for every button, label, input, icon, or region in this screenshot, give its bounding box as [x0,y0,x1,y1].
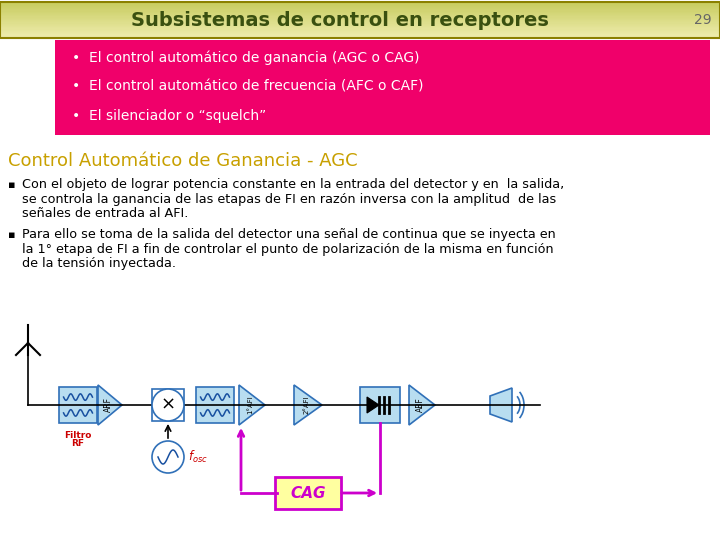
Bar [0,33,720,35]
Bar [0,15,720,17]
Bar [0,26,720,28]
Bar [0,24,720,25]
Bar [0,37,720,38]
Bar [0,32,720,33]
Text: CAG: CAG [290,485,325,501]
Bar [0,22,720,24]
Bar [0,10,720,12]
Bar [0,35,720,36]
Text: 29: 29 [694,13,712,27]
Text: ARF: ARF [104,397,113,413]
Bar [0,18,720,19]
Text: RF: RF [71,439,84,448]
Polygon shape [239,385,265,425]
Text: Para ello se toma de la salida del detector una señal de continua que se inyecta: Para ello se toma de la salida del detec… [22,228,556,241]
Bar [0,2,720,38]
Bar [0,11,720,14]
Text: Con el objeto de lograr potencia constante en la entrada del detector y en  la s: Con el objeto de lograr potencia constan… [22,178,564,191]
Bar [0,27,720,29]
Text: 1°AFI: 1°AFI [248,396,253,414]
Text: ABF: ABF [416,397,426,413]
Bar [360,387,400,423]
Text: ▪: ▪ [8,230,16,240]
Bar [0,31,720,32]
Bar [0,19,720,21]
Polygon shape [367,397,379,413]
Bar [0,25,720,26]
Bar [0,21,720,23]
Text: la 1° etapa de FI a fin de controlar el punto de polarización de la misma en fun: la 1° etapa de FI a fin de controlar el … [22,242,554,255]
Bar [152,389,184,421]
Bar [0,13,720,15]
Bar [0,9,720,11]
Text: •  El control automático de frecuencia (AFC o CAF): • El control automático de frecuencia (A… [72,80,423,94]
Bar [0,5,720,8]
Text: de la tensión inyectada.: de la tensión inyectada. [22,257,176,270]
Text: Filtro: Filtro [64,431,91,440]
Bar [0,2,720,4]
Bar [0,3,720,5]
FancyBboxPatch shape [275,477,341,509]
Text: •  El silenciador o “squelch”: • El silenciador o “squelch” [72,109,266,123]
Text: 2°AFI: 2°AFI [304,396,310,414]
Bar [0,20,720,22]
Text: ▪: ▪ [8,180,16,190]
Polygon shape [490,388,512,422]
Text: •  El control automático de ganancia (AGC o CAG): • El control automático de ganancia (AGC… [72,51,420,65]
Text: se controla la ganancia de las etapas de FI en razón inversa con la amplitud  de: se controla la ganancia de las etapas de… [22,192,557,206]
Bar [0,4,720,6]
Bar [0,8,720,10]
Text: señales de entrada al AFI.: señales de entrada al AFI. [22,207,189,220]
Bar [0,36,720,37]
Polygon shape [294,385,322,425]
Text: Subsistemas de control en receptores: Subsistemas de control en receptores [131,10,549,30]
Text: Control Automático de Ganancia - AGC: Control Automático de Ganancia - AGC [8,152,358,170]
Polygon shape [98,385,122,425]
Bar [0,29,720,30]
Bar [0,7,720,9]
Bar [196,387,234,423]
Bar [59,387,97,423]
Circle shape [152,389,184,421]
Bar [0,30,720,31]
Text: $f_{osc}$: $f_{osc}$ [188,449,208,465]
Bar [0,14,720,16]
Bar [55,40,710,135]
Text: ×: × [161,396,176,414]
Polygon shape [409,385,435,425]
Bar [0,16,720,18]
Circle shape [152,441,184,473]
